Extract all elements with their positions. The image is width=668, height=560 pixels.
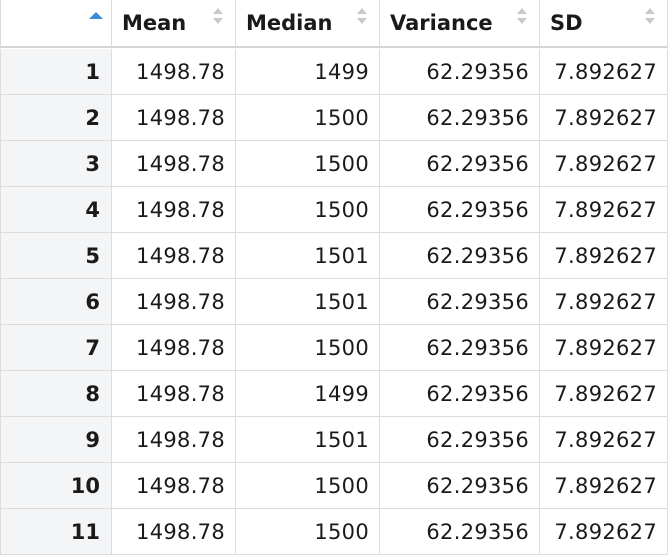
header-mean-label: Mean — [122, 11, 187, 35]
header-sd[interactable]: SD — [540, 0, 668, 48]
median-cell: 1500 — [236, 325, 380, 371]
row-name-cell: 3 — [0, 141, 112, 187]
row-name-cell: 11 — [0, 509, 112, 555]
header-rownames[interactable] — [0, 0, 112, 48]
sd-cell: 7.892627 — [540, 187, 668, 233]
row-name-cell: 2 — [0, 95, 112, 141]
mean-cell: 1498.78 — [112, 417, 236, 463]
sd-cell: 7.892627 — [540, 325, 668, 371]
mean-cell: 1498.78 — [112, 141, 236, 187]
mean-cell: 1498.78 — [112, 95, 236, 141]
median-cell: 1501 — [236, 233, 380, 279]
row-name-cell: 5 — [0, 233, 112, 279]
median-cell: 1501 — [236, 279, 380, 325]
sd-cell: 7.892627 — [540, 233, 668, 279]
sd-cell: 7.892627 — [540, 417, 668, 463]
variance-cell: 62.29356 — [380, 509, 540, 555]
sd-cell: 7.892627 — [540, 279, 668, 325]
median-cell: 1500 — [236, 141, 380, 187]
variance-cell: 62.29356 — [380, 325, 540, 371]
variance-cell: 62.29356 — [380, 279, 540, 325]
median-cell: 1499 — [236, 49, 380, 95]
mean-cell: 1498.78 — [112, 187, 236, 233]
sd-cell: 7.892627 — [540, 95, 668, 141]
sort-both-icon[interactable] — [213, 8, 223, 26]
header-sd-label: SD — [550, 11, 583, 35]
mean-cell: 1498.78 — [112, 509, 236, 555]
variance-cell: 62.29356 — [380, 187, 540, 233]
sort-both-icon[interactable] — [357, 8, 367, 26]
median-cell: 1499 — [236, 371, 380, 417]
mean-cell: 1498.78 — [112, 325, 236, 371]
median-cell: 1500 — [236, 463, 380, 509]
sort-both-icon[interactable] — [645, 8, 655, 26]
variance-cell: 62.29356 — [380, 49, 540, 95]
row-name-cell: 10 — [0, 463, 112, 509]
variance-cell: 62.29356 — [380, 233, 540, 279]
variance-cell: 62.29356 — [380, 95, 540, 141]
sd-cell: 7.892627 — [540, 141, 668, 187]
mean-cell: 1498.78 — [112, 279, 236, 325]
median-cell: 1501 — [236, 417, 380, 463]
median-cell: 1500 — [236, 187, 380, 233]
sd-cell: 7.892627 — [540, 371, 668, 417]
row-name-cell: 9 — [0, 417, 112, 463]
header-median[interactable]: Median — [236, 0, 380, 48]
header-mean[interactable]: Mean — [112, 0, 236, 48]
variance-cell: 62.29356 — [380, 141, 540, 187]
row-name-cell: 6 — [0, 279, 112, 325]
mean-cell: 1498.78 — [112, 463, 236, 509]
header-variance[interactable]: Variance — [380, 0, 540, 48]
sd-cell: 7.892627 — [540, 509, 668, 555]
row-name-cell: 7 — [0, 325, 112, 371]
mean-cell: 1498.78 — [112, 233, 236, 279]
variance-cell: 62.29356 — [380, 371, 540, 417]
mean-cell: 1498.78 — [112, 49, 236, 95]
row-name-cell: 1 — [0, 49, 112, 95]
mean-cell: 1498.78 — [112, 371, 236, 417]
sd-cell: 7.892627 — [540, 49, 668, 95]
median-cell: 1500 — [236, 95, 380, 141]
row-name-cell: 8 — [0, 371, 112, 417]
median-cell: 1500 — [236, 509, 380, 555]
header-median-label: Median — [246, 11, 333, 35]
sort-ascending-icon[interactable] — [89, 12, 103, 19]
variance-cell: 62.29356 — [380, 463, 540, 509]
header-variance-label: Variance — [390, 11, 493, 35]
variance-cell: 62.29356 — [380, 417, 540, 463]
row-name-cell: 4 — [0, 187, 112, 233]
sort-both-icon[interactable] — [517, 8, 527, 26]
sd-cell: 7.892627 — [540, 463, 668, 509]
